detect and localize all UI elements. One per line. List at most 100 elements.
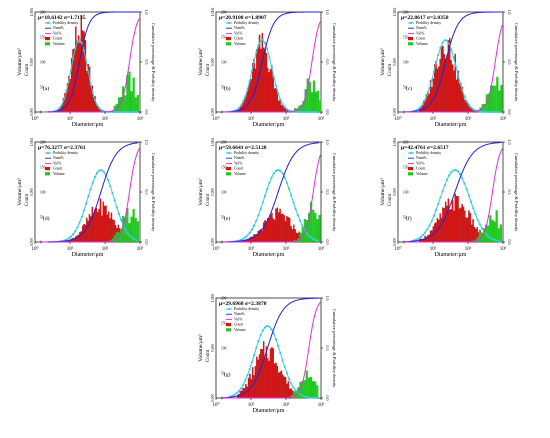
- count-bar: [442, 45, 444, 113]
- pdf-point: [120, 110, 123, 114]
- pdf-point: [261, 329, 264, 332]
- panel-label: (g): [224, 371, 231, 378]
- count-bar: [280, 105, 283, 113]
- volume-tick-label: 5.000: [30, 58, 34, 66]
- pdf-point: [128, 110, 132, 114]
- volume-bar: [483, 103, 486, 112]
- pdf-point: [476, 218, 479, 221]
- count-bar: [464, 210, 466, 243]
- volume-bar: [314, 381, 317, 398]
- pdf-point: [287, 187, 291, 190]
- x-tick-label: 10¹: [67, 246, 74, 252]
- pdf-point: [441, 41, 444, 44]
- y-right-title: Cumulative percentage & Probility densit…: [332, 153, 337, 233]
- pdf-point: [498, 240, 501, 243]
- pdf-point: [452, 56, 455, 59]
- count-tick-label: 50: [221, 86, 225, 90]
- volume-bar: [487, 225, 490, 242]
- volume-bar: [130, 216, 133, 242]
- volume-bar: [481, 104, 484, 112]
- volume-bar: [305, 220, 309, 242]
- count-tick-label: 100: [403, 191, 409, 195]
- legend-swatch: [408, 37, 413, 41]
- pdf-point: [287, 377, 291, 380]
- legend-label: Probility density: [416, 21, 441, 25]
- mu-sigma-label: μ=59.6641 σ=2.5128: [219, 145, 267, 151]
- count-bar: [276, 207, 279, 243]
- pdf-point: [424, 231, 427, 234]
- pdf-point: [424, 98, 427, 102]
- pdf-point: [428, 87, 431, 90]
- pdf-point: [281, 358, 284, 362]
- volume-tick-label: 0.000: [393, 238, 397, 246]
- count-tick-label: 200: [403, 141, 409, 145]
- panel-f: 10⁰ 10¹ 10² 10³ 0.000 5.000 1.0E6 0 50 100 150 200 0…: [380, 138, 519, 258]
- count-tick-label: 100: [40, 61, 46, 65]
- legend-label: Count: [53, 167, 63, 171]
- legend-swatch: [45, 167, 50, 171]
- pdf-point: [78, 38, 81, 42]
- count-bar: [284, 377, 287, 399]
- pdf-point: [69, 235, 72, 238]
- count-bar: [287, 216, 290, 243]
- volume-bar: [301, 227, 304, 242]
- pdf-point: [246, 374, 249, 377]
- pdf-point: [277, 168, 280, 172]
- count-tick-label: 50: [221, 372, 225, 376]
- pdf-point: [283, 365, 286, 369]
- vol-percent-line: [405, 148, 503, 243]
- legend-dot: [47, 152, 49, 154]
- pdf-point: [80, 41, 83, 45]
- pdf-point: [263, 194, 267, 197]
- pdf-point: [82, 49, 86, 52]
- legend-label: Volume: [234, 328, 246, 332]
- count-bar: [457, 196, 459, 243]
- count-tick-label: 100: [221, 191, 227, 195]
- count-bar: [451, 200, 454, 243]
- count-tick-label: 0: [40, 111, 42, 115]
- pdf-point: [292, 386, 295, 389]
- pdf-point: [242, 383, 245, 387]
- count-tick-label: 100: [40, 191, 46, 195]
- volume-tick-label: 5.000: [393, 58, 397, 66]
- pdf-point: [465, 100, 468, 103]
- pdf-point: [463, 182, 466, 185]
- volume-bar: [134, 97, 137, 112]
- pdf-point: [65, 90, 68, 93]
- num-percent-line: [404, 141, 502, 243]
- pdf-point: [434, 62, 438, 65]
- pdf-point: [89, 188, 92, 191]
- right-tick-label: 0.5: [144, 190, 149, 195]
- volume-bar: [126, 208, 129, 242]
- pdf-point: [279, 169, 282, 172]
- pdf-point: [244, 95, 247, 98]
- volume-bar: [318, 215, 321, 242]
- count-bar: [444, 201, 447, 243]
- right-tick-label: 1.0: [507, 10, 512, 15]
- count-bar: [275, 208, 277, 243]
- volume-bar: [500, 84, 503, 112]
- volume-tick-label: 5.000: [393, 188, 397, 196]
- volume-tick-label: 1.0E6: [211, 8, 215, 17]
- count-bar: [439, 58, 441, 113]
- pdf-point: [255, 51, 258, 54]
- count-bar: [450, 60, 452, 113]
- count-bar: [101, 215, 103, 243]
- count-bar: [282, 213, 284, 243]
- count-bar: [261, 33, 263, 113]
- pdf-point: [85, 202, 88, 205]
- pdf-point: [496, 110, 499, 114]
- count-bar: [451, 64, 454, 113]
- volume-bar: [294, 108, 297, 112]
- pdf-point: [441, 190, 444, 193]
- count-bar: [88, 214, 91, 243]
- x-tick-label: 10²: [283, 246, 290, 252]
- count-tick-label: 0: [403, 111, 405, 115]
- y-right-title: Cumulative percentage & Probility densit…: [332, 23, 337, 103]
- pdf-point: [443, 184, 446, 187]
- pdf-point: [74, 230, 77, 233]
- y-right-title: Cumulative percentage & Probility densit…: [514, 23, 519, 103]
- count-bar: [284, 221, 287, 243]
- legend-label: Probility density: [234, 307, 259, 311]
